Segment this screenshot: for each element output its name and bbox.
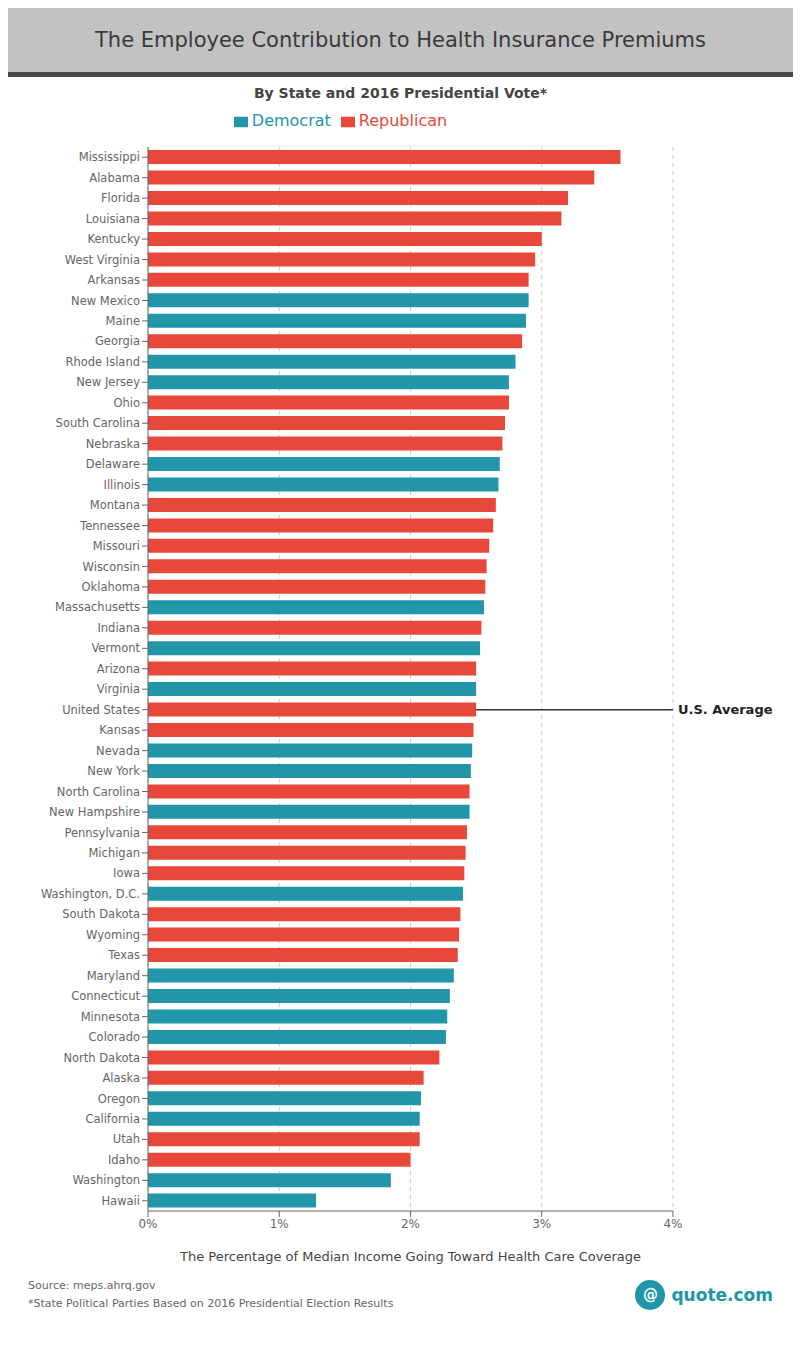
svg-text:Illinois: Illinois: [104, 478, 141, 492]
svg-text:Nebraska: Nebraska: [86, 437, 140, 451]
svg-text:New York: New York: [87, 764, 140, 778]
html-text:quote.com: quote.com: [671, 1285, 773, 1305]
svg-text:Hawaii: Hawaii: [101, 1194, 140, 1208]
svg-text:2%: 2%: [401, 1217, 420, 1231]
svg-text:Montana: Montana: [90, 498, 140, 512]
svg-text:West Virginia: West Virginia: [65, 253, 140, 267]
svg-text:Oklahoma: Oklahoma: [81, 580, 140, 594]
svg-text:North Dakota: North Dakota: [63, 1051, 140, 1065]
svg-text:Idaho: Idaho: [108, 1153, 140, 1167]
svg-text:Arizona: Arizona: [97, 662, 140, 676]
svg-text:Texas: Texas: [107, 948, 140, 962]
svg-text:Vermont: Vermont: [91, 641, 140, 655]
svg-text:South Dakota: South Dakota: [62, 907, 140, 921]
svg-text:Wisconsin: Wisconsin: [83, 560, 140, 574]
html-text:*State Political Parties Based: *State Political Parties Based on 2016 P…: [28, 1297, 394, 1310]
svg-text:Utah: Utah: [113, 1132, 140, 1146]
svg-text:Ohio: Ohio: [113, 396, 140, 410]
svg-text:Alaska: Alaska: [102, 1071, 140, 1085]
svg-text:Maine: Maine: [105, 314, 140, 328]
svg-text:3%: 3%: [532, 1217, 551, 1231]
svg-text:Pennsylvania: Pennsylvania: [64, 826, 140, 840]
svg-text:Washington: Washington: [72, 1173, 140, 1187]
svg-text:North Carolina: North Carolina: [57, 785, 140, 799]
svg-text:Rhode Island: Rhode Island: [65, 355, 140, 369]
svg-text:Minnesota: Minnesota: [81, 1010, 140, 1024]
svg-text:New Jersey: New Jersey: [76, 375, 140, 389]
svg-text:New Mexico: New Mexico: [71, 294, 140, 308]
svg-text:Tennessee: Tennessee: [79, 519, 140, 533]
svg-text:Oregon: Oregon: [98, 1092, 140, 1106]
svg-text:United States: United States: [62, 703, 140, 717]
html-text:Republican: Republican: [358, 111, 448, 130]
svg-text:Georgia: Georgia: [95, 334, 140, 348]
svg-text:Louisiana: Louisiana: [86, 212, 140, 226]
svg-text:Maryland: Maryland: [87, 969, 140, 983]
svg-text:Alabama: Alabama: [89, 171, 140, 185]
svg-text:Kansas: Kansas: [99, 723, 140, 737]
svg-text:Massachusetts: Massachusetts: [55, 600, 140, 614]
svg-text:Washington, D.C.: Washington, D.C.: [41, 887, 140, 901]
svg-text:1%: 1%: [270, 1217, 289, 1231]
svg-text:Missouri: Missouri: [93, 539, 140, 553]
svg-text:Colorado: Colorado: [89, 1030, 140, 1044]
html-text:Source: meps.ahrq.gov: Source: meps.ahrq.gov: [28, 1279, 156, 1292]
svg-text:U.S. Average: U.S. Average: [678, 702, 773, 717]
svg-text:4%: 4%: [663, 1217, 682, 1231]
svg-text:Wyoming: Wyoming: [86, 928, 140, 942]
svg-text:Indiana: Indiana: [97, 621, 140, 635]
svg-text:Arkansas: Arkansas: [88, 273, 140, 287]
svg-text:New Hampshire: New Hampshire: [49, 805, 140, 819]
svg-text:Nevada: Nevada: [96, 744, 140, 758]
html-text:By State and 2016 Presidential: By State and 2016 Presidential Vote*: [253, 85, 548, 101]
svg-text:Iowa: Iowa: [113, 866, 140, 880]
svg-text:The Percentage of Median Incom: The Percentage of Median Income Going To…: [179, 1249, 641, 1264]
svg-text:0%: 0%: [138, 1217, 157, 1231]
svg-text:Delaware: Delaware: [86, 457, 140, 471]
svg-text:Kentucky: Kentucky: [87, 232, 140, 246]
svg-text:California: California: [85, 1112, 140, 1126]
svg-text:Virginia: Virginia: [97, 682, 140, 696]
svg-text:Michigan: Michigan: [88, 846, 140, 860]
svg-text:Mississippi: Mississippi: [79, 150, 140, 164]
html-text:Democrat: Democrat: [251, 111, 331, 130]
svg-text:Connecticut: Connecticut: [71, 989, 140, 1003]
svg-text:Florida: Florida: [101, 191, 140, 205]
html-text:The Employee Contribution to H: The Employee Contribution to Health Insu…: [95, 28, 706, 52]
svg-text:South Carolina: South Carolina: [56, 416, 140, 430]
